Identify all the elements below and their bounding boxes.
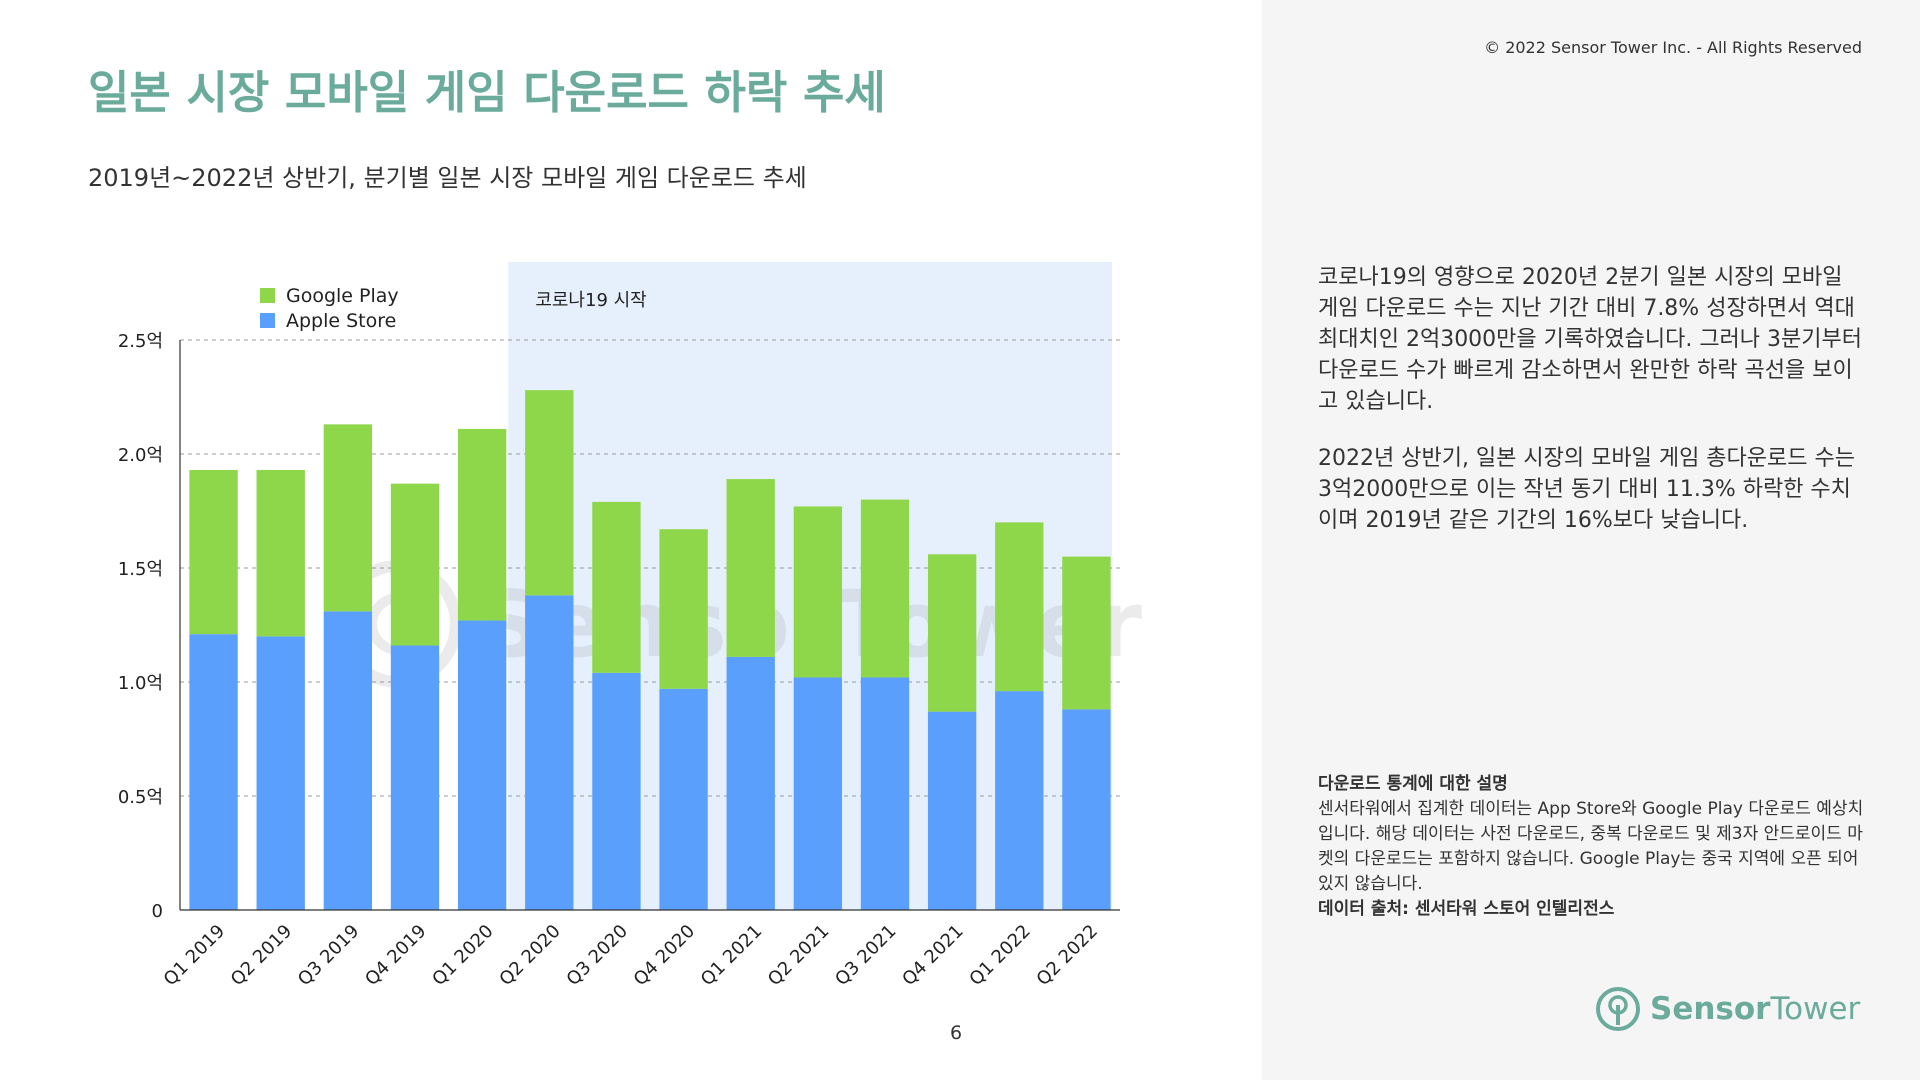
bars [189,390,1111,910]
legend: Google Play Apple Store [260,285,399,332]
x-tick-label: Q4 2020 [630,921,699,990]
x-tick-label: Q1 2021 [697,921,766,990]
bar-apple-store [1062,709,1111,910]
x-tick-label: Q2 2019 [227,921,296,990]
sensor-tower-logo-icon [1596,987,1640,1031]
y-tick-label: 2.5억 [118,331,163,352]
bar-google-play [189,469,238,635]
logo-wordmark: SensorTower [1650,991,1860,1027]
bar-apple-store [995,691,1044,910]
x-tick-label: Q2 2021 [764,921,833,990]
notes-panel: 다운로드 통계에 대한 설명 센서타워에서 집계한 데이터는 App Store… [1318,772,1864,922]
bar-google-play [525,390,574,596]
covid-annotation-label: 코로나19 시작 [535,290,646,311]
legend-swatch [260,313,275,328]
bar-google-play [995,522,1044,692]
y-tick-label: 0 [152,901,163,922]
axes [179,340,1120,911]
bar-google-play [726,479,775,657]
bar-apple-store [659,688,708,910]
bar-google-play [793,506,843,678]
x-tick-label: Q1 2020 [428,921,497,990]
description-paragraph-2: 2022년 상반기, 일본 시장의 모바일 게임 총다운로드 수는 3억2000… [1318,446,1855,533]
copyright-notice: © 2022 Sensor Tower Inc. - All Rights Re… [1484,38,1862,57]
logo-sensor-word: Sensor [1650,991,1771,1027]
legend-label: Apple Store [286,310,396,332]
page-number: 6 [950,1022,963,1044]
y-tick-label: 2.0억 [118,445,163,466]
y-tick-label: 1.5억 [118,559,163,580]
legend-label: Google Play [286,285,399,307]
bar-google-play [860,499,910,678]
notes-body: 센서타워에서 집계한 데이터는 App Store와 Google Play 다… [1318,799,1864,894]
bar-google-play [659,529,708,689]
x-tick-label: Q3 2020 [563,921,632,990]
logo-tower-word: Tower [1770,991,1861,1027]
bar-apple-store [457,620,507,910]
x-tick-label: Q4 2021 [898,921,967,990]
bar-apple-store [927,711,977,910]
page-title: 일본 시장 모바일 게임 다운로드 하락 추세 [88,66,886,119]
bar-apple-store [323,611,373,910]
bar-google-play [592,501,641,673]
bar-google-play [1062,556,1111,710]
notes-heading: 다운로드 통계에 대한 설명 [1318,774,1508,794]
data-source: 데이터 출처: 센서타워 스토어 인텔리전스 [1318,899,1615,919]
page-subtitle: 2019년~2022년 상반기, 분기별 일본 시장 모바일 게임 다운로드 추… [88,164,807,192]
description-paragraph-1: 코로나19의 영향으로 2020년 2분기 일본 시장의 모바일 게임 다운로드… [1318,265,1862,414]
y-tick-label: 0.5억 [118,787,163,808]
bar-apple-store [726,656,775,910]
right-panel [1262,0,1920,1080]
bar-google-play [390,483,440,646]
bar-apple-store [189,634,238,910]
x-tick-label: Q3 2021 [831,921,900,990]
x-tick-label: Q3 2019 [294,921,363,990]
bar-apple-store [525,595,574,910]
bar-google-play [323,424,373,612]
x-tick-label: Q2 2020 [495,921,564,990]
description-panel: 코로나19의 영향으로 2020년 2분기 일본 시장의 모바일 게임 다운로드… [1318,262,1864,562]
bar-google-play [927,554,977,712]
x-tick-label: Q1 2019 [160,921,229,990]
bar-apple-store [793,677,843,910]
legend-swatch [260,288,275,303]
sensor-tower-logo: SensorTower [1594,984,1860,1034]
bar-apple-store [860,677,910,910]
y-tick-label: 1.0억 [118,673,163,694]
x-tick-label: Q2 2022 [1033,921,1102,990]
x-tick-label: Q4 2019 [361,921,430,990]
x-tick-label: Q1 2022 [965,921,1034,990]
bar-apple-store [256,636,305,910]
bar-google-play [256,469,305,637]
bar-google-play [457,428,507,621]
bar-apple-store [592,672,641,910]
bar-apple-store [390,645,440,910]
